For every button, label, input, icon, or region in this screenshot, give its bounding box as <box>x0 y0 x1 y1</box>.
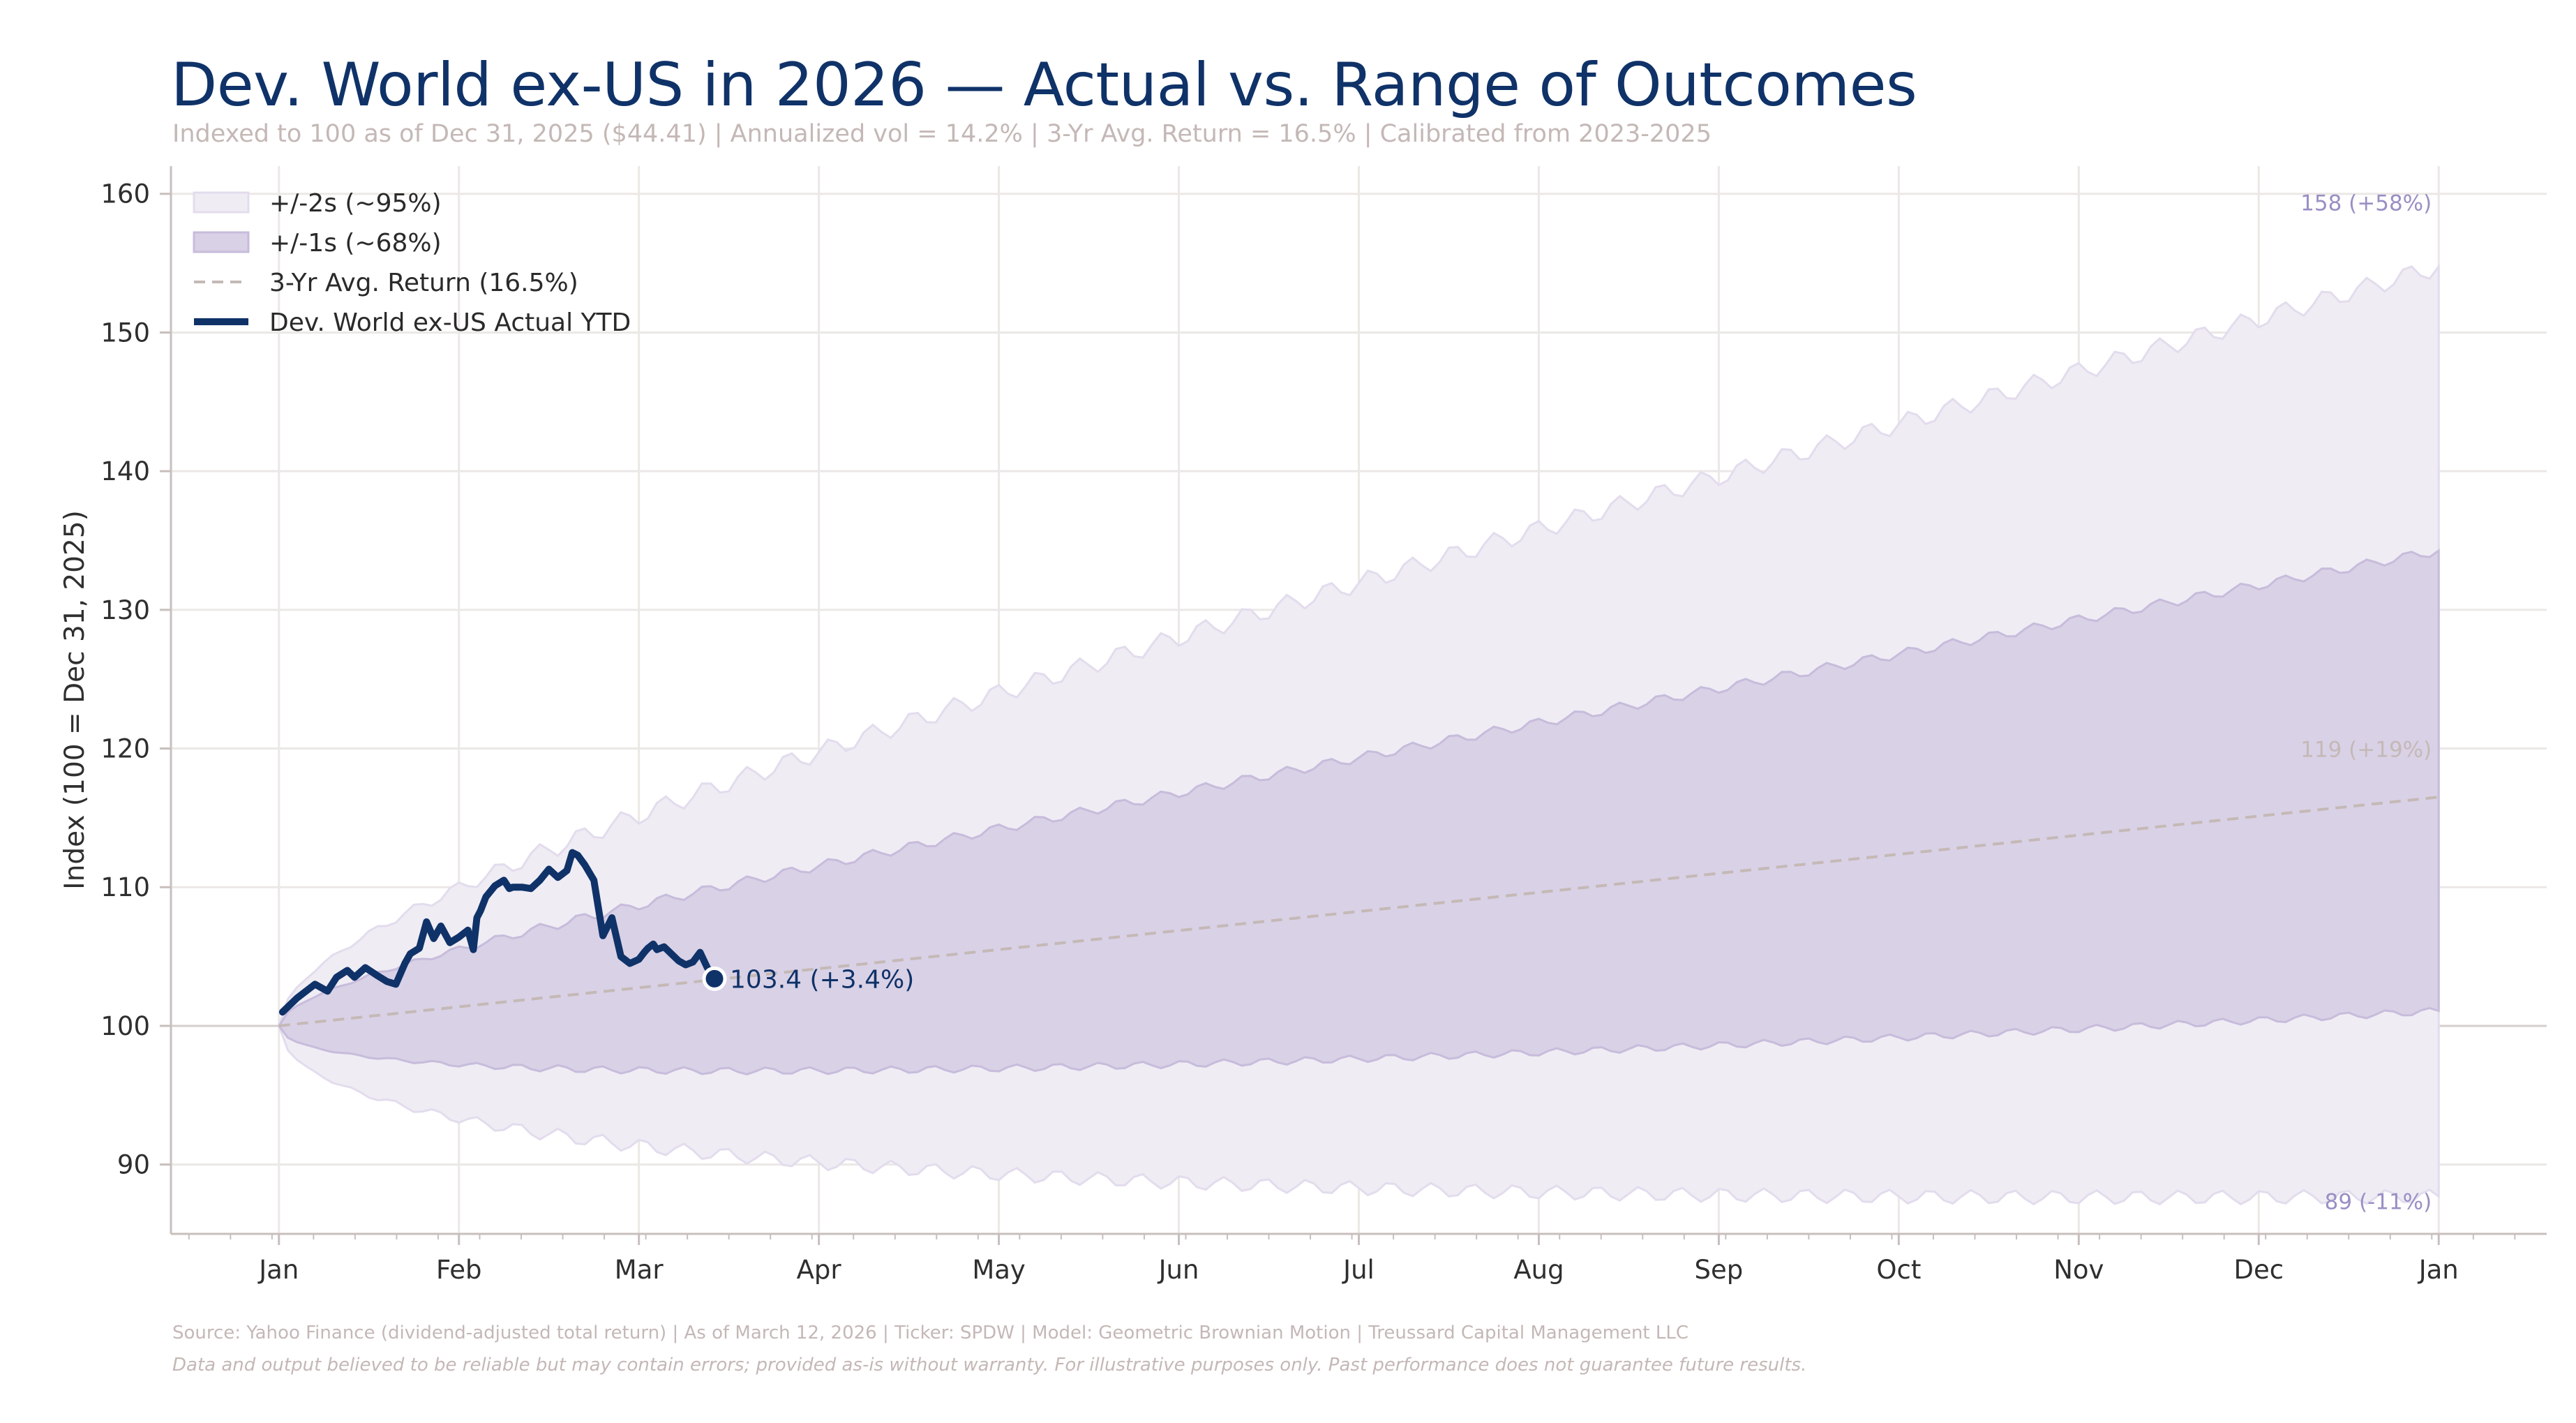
x-tick-label: Mar <box>615 1255 664 1285</box>
legend-label-band1s: +/-1s (~68%) <box>269 229 442 258</box>
series-layer: 103.4 (+3.4%) <box>278 849 914 1016</box>
legend-label-trend: 3-Yr Avg. Return (16.5%) <box>269 269 578 297</box>
y-tick-label: 130 <box>100 595 150 625</box>
legend-label-band2s: +/-2s (~95%) <box>269 189 442 218</box>
labels-layer: 158 (+58%) 119 (+19%) 89 (-11%) <box>2300 191 2432 1215</box>
legend: +/-2s (~95%) +/-1s (~68%) 3-Yr Avg. Return… <box>193 189 631 337</box>
y-tick-label: 90 <box>117 1150 150 1180</box>
chart-subtitle: Indexed to 100 as of Dec 31, 2025 ($44.4… <box>172 120 1712 148</box>
x-tick-label: Nov <box>2053 1255 2104 1285</box>
last-point-label: 103.4 (+3.4%) <box>730 965 914 994</box>
chart-title: Dev. World ex-US in 2026 — Actual vs. Ra… <box>171 50 1917 120</box>
x-tick-label: Jul <box>1342 1255 1375 1285</box>
x-tick-label: Oct <box>1876 1255 1921 1285</box>
band-1sigma <box>277 548 2440 1075</box>
disclaimer-note: Data and output believed to be reliable … <box>172 1355 1807 1376</box>
y-tick-label: 120 <box>100 734 150 764</box>
axes: Jan Feb Mar Apr May Jun Jul Aug Sep Oct Nov Dec Jan 9… <box>59 166 2547 1285</box>
x-tick-label: Feb <box>436 1255 482 1285</box>
x-tick-label: Jun <box>1158 1255 1199 1285</box>
actual-ytd-line <box>278 849 718 1016</box>
x-tick-label: Jan <box>257 1255 299 1285</box>
x-tick-label: May <box>972 1255 1026 1285</box>
y-tick-label: 160 <box>100 179 150 209</box>
lower-2s-end-label: 89 (-11%) <box>2325 1189 2432 1214</box>
trend-end-label: 119 (+19%) <box>2300 737 2432 762</box>
x-tick-label: Dec <box>2233 1255 2284 1285</box>
y-tick-label: 150 <box>100 318 150 348</box>
x-tick-label: Jan <box>2418 1255 2459 1285</box>
x-tick-label: Aug <box>1513 1255 1564 1285</box>
x-tick-label: Apr <box>797 1255 842 1285</box>
y-tick-label: 100 <box>100 1011 150 1041</box>
legend-label-actual: Dev. World ex-US Actual YTD <box>269 308 631 337</box>
legend-swatch-band2s <box>193 191 250 214</box>
y-axis-label: Index (100 = Dec 31, 2025) <box>59 510 91 890</box>
bands-layer <box>277 263 2440 1206</box>
upper-2s-end-label: 158 (+58%) <box>2300 191 2432 216</box>
y-tick-label: 110 <box>100 872 150 902</box>
x-tick-label: Sep <box>1695 1255 1744 1285</box>
legend-swatch-band1s <box>193 231 250 253</box>
y-tick-label: 140 <box>100 456 150 486</box>
source-note: Source: Yahoo Finance (dividend-adjusted… <box>172 1323 1689 1343</box>
last-point-marker <box>702 966 727 991</box>
